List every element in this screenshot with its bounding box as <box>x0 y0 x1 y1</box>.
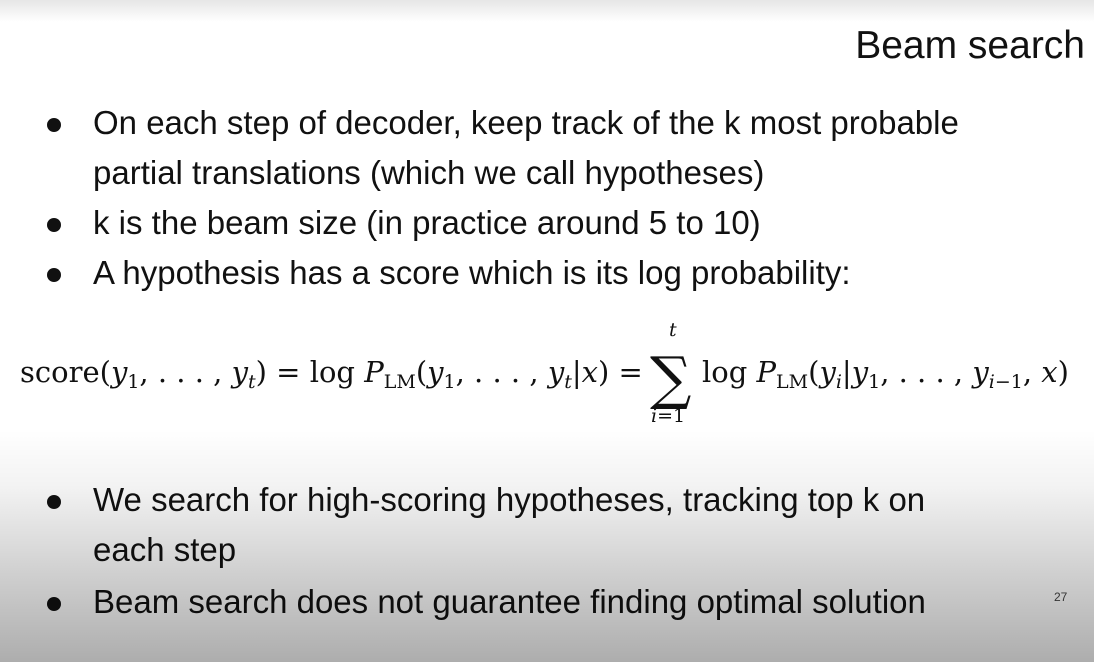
formula-lhs: score(y1, . . . , yt) = log PLM(y1, . . … <box>20 355 643 393</box>
bullet-dot <box>47 118 61 132</box>
bullet-text-line: We search for high-scoring hypotheses, t… <box>93 481 926 518</box>
page-number: 27 <box>1054 590 1068 604</box>
formula-rhs: log PLM(yi|y1, . . . , yi−1, x) <box>702 355 1069 393</box>
slide-title: Beam search <box>855 24 1085 67</box>
score-formula: score(y1, . . . , yt) = log PLM(y1, . . … <box>0 318 1094 428</box>
top-shade <box>0 0 1094 22</box>
bullet-text-line: Beam search does not guarantee finding o… <box>93 583 926 620</box>
sum-symbol: ∑ <box>650 344 691 412</box>
bullet-text-line: each step <box>93 531 237 568</box>
formula-svg: score(y1, . . . , yt) = log PLM(y1, . . … <box>20 319 1069 427</box>
bullet-text-line: On each step of decoder, keep track of t… <box>93 104 959 141</box>
bullet-text-line: A hypothesis has a score which is its lo… <box>93 254 851 291</box>
bullet-dot <box>47 495 61 509</box>
bullet-dot <box>47 597 61 611</box>
sum-upper-limit: t <box>669 319 677 341</box>
sum-lower-limit: i=1 <box>651 405 685 427</box>
bullet-text-line: partial translations (which we call hypo… <box>93 154 765 191</box>
bullet-dot <box>47 268 61 282</box>
bullet-dot <box>47 218 61 232</box>
bullet-text-line: k is the beam size (in practice around 5… <box>93 204 761 241</box>
